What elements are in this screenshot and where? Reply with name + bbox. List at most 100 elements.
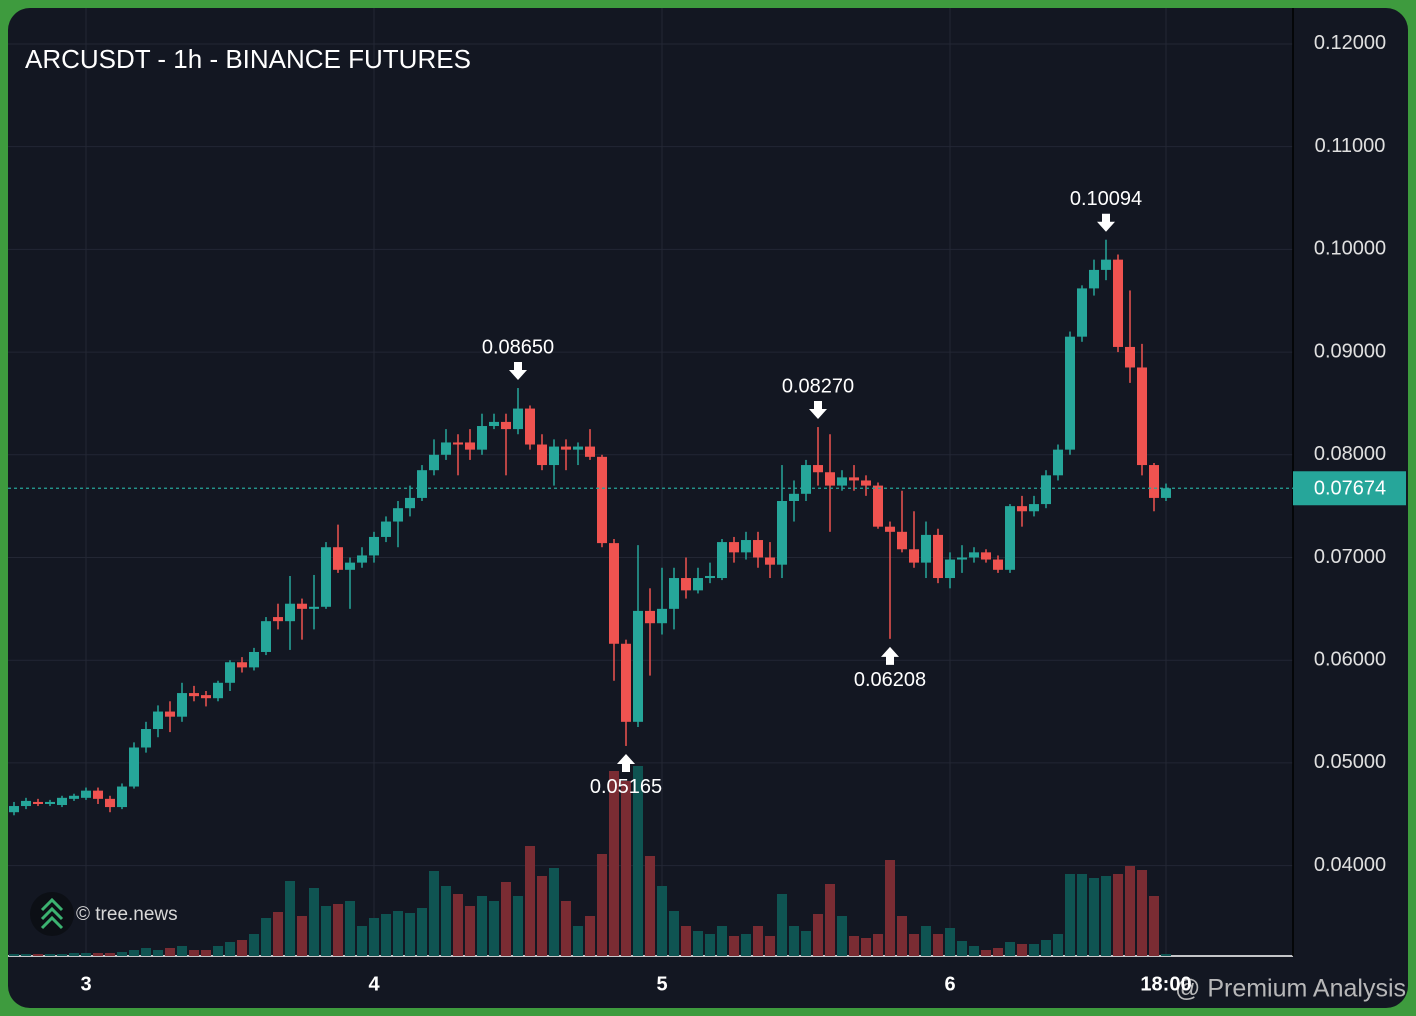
candle-body bbox=[645, 610, 655, 624]
candle-body bbox=[969, 552, 979, 558]
candle-body bbox=[933, 534, 943, 579]
candle-body bbox=[525, 408, 535, 445]
volume-bar bbox=[465, 906, 475, 956]
candle-body bbox=[345, 562, 355, 570]
volume-bar bbox=[933, 934, 943, 956]
volume-bar bbox=[417, 908, 427, 956]
candle-body bbox=[477, 426, 487, 450]
annotation-arrow bbox=[1097, 213, 1115, 232]
volume-bar bbox=[657, 886, 667, 956]
candle-body bbox=[429, 454, 439, 471]
annotation-arrow bbox=[617, 753, 635, 772]
annotation-label: 0.05165 bbox=[590, 776, 662, 798]
volume-bar bbox=[225, 942, 235, 956]
candle-body bbox=[141, 729, 151, 748]
volume-bar bbox=[837, 916, 847, 956]
volume-bar bbox=[873, 934, 883, 956]
volume-bar bbox=[969, 946, 979, 956]
volume-bar bbox=[261, 918, 271, 956]
candle-body bbox=[597, 456, 607, 544]
candle-body bbox=[465, 442, 475, 450]
candle-body bbox=[21, 800, 31, 807]
candle-body bbox=[129, 747, 139, 787]
candle-body bbox=[501, 421, 511, 430]
volume-bar bbox=[357, 926, 367, 956]
candle-body bbox=[621, 643, 631, 722]
candle-body bbox=[321, 547, 331, 607]
volume-bar bbox=[513, 896, 523, 956]
candle-body bbox=[729, 542, 739, 553]
annotation-label: 0.08650 bbox=[482, 336, 554, 358]
annotation-arrow bbox=[509, 362, 527, 381]
candle-body bbox=[777, 501, 787, 565]
volume-bar bbox=[537, 876, 547, 956]
candle-body bbox=[837, 477, 847, 486]
candle-body bbox=[717, 542, 727, 579]
volume-bar bbox=[69, 953, 79, 956]
volume-bar bbox=[9, 954, 19, 956]
volume-bar bbox=[93, 953, 103, 956]
candle-body bbox=[669, 578, 679, 609]
volume-bar bbox=[429, 871, 439, 956]
candle-body bbox=[1053, 449, 1063, 476]
candle-body bbox=[981, 552, 991, 560]
volume-bar bbox=[33, 954, 43, 956]
candle-body bbox=[1077, 288, 1087, 337]
volume-bar bbox=[129, 950, 139, 956]
volume-bar bbox=[669, 911, 679, 956]
candle-body bbox=[189, 693, 199, 697]
candle-body bbox=[609, 543, 619, 644]
volume-bar bbox=[45, 954, 55, 956]
x-tick-label: 4 bbox=[368, 973, 380, 995]
volume-bar bbox=[777, 894, 787, 956]
volume-bar bbox=[585, 916, 595, 956]
volume-bar bbox=[489, 901, 499, 956]
candle-body bbox=[573, 446, 583, 450]
volume-bar bbox=[753, 926, 763, 956]
candle-body bbox=[45, 801, 55, 804]
volume-bar bbox=[705, 934, 715, 956]
volume-bar bbox=[645, 856, 655, 956]
candle-body bbox=[165, 711, 175, 717]
volume-bar bbox=[909, 934, 919, 956]
candle-body bbox=[825, 472, 835, 486]
candle-body bbox=[1041, 475, 1051, 505]
volume-bar bbox=[741, 934, 751, 956]
volume-bar bbox=[105, 953, 115, 956]
candle-body bbox=[1017, 506, 1027, 512]
y-tick-label: 0.06000 bbox=[1314, 648, 1386, 670]
volume-bar bbox=[1017, 944, 1027, 956]
candle-body bbox=[249, 651, 259, 668]
x-tick-label: 3 bbox=[80, 973, 91, 995]
volume-bar bbox=[1137, 870, 1147, 956]
candle-body bbox=[285, 603, 295, 622]
candle-body bbox=[789, 493, 799, 502]
volume-bar bbox=[381, 914, 391, 956]
volume-bar bbox=[153, 950, 163, 956]
candle-body bbox=[33, 801, 43, 804]
volume-bar bbox=[597, 854, 607, 956]
candle-body bbox=[417, 470, 427, 498]
volume-bar bbox=[21, 954, 31, 956]
annotation-arrow bbox=[881, 646, 899, 665]
volume-bar bbox=[333, 904, 343, 956]
volume-bar bbox=[1101, 876, 1111, 956]
y-tick-label: 0.09000 bbox=[1314, 340, 1386, 362]
candle-body bbox=[225, 662, 235, 683]
candle-body bbox=[765, 557, 775, 565]
volume-bar bbox=[117, 952, 127, 956]
x-tick-label: 6 bbox=[944, 973, 955, 995]
volume-bar bbox=[621, 781, 631, 956]
candle-body bbox=[1125, 346, 1135, 368]
volume-bar bbox=[393, 911, 403, 956]
candle-body bbox=[1065, 336, 1075, 450]
volume-bar bbox=[1053, 934, 1063, 956]
candle-body bbox=[633, 610, 643, 722]
y-tick-label: 0.12000 bbox=[1314, 32, 1386, 54]
volume-bar bbox=[1113, 874, 1123, 956]
x-tick-label: 18:00 bbox=[1140, 973, 1191, 995]
volume-bar bbox=[981, 950, 991, 956]
candle-body bbox=[357, 555, 367, 563]
candle-body bbox=[813, 465, 823, 473]
